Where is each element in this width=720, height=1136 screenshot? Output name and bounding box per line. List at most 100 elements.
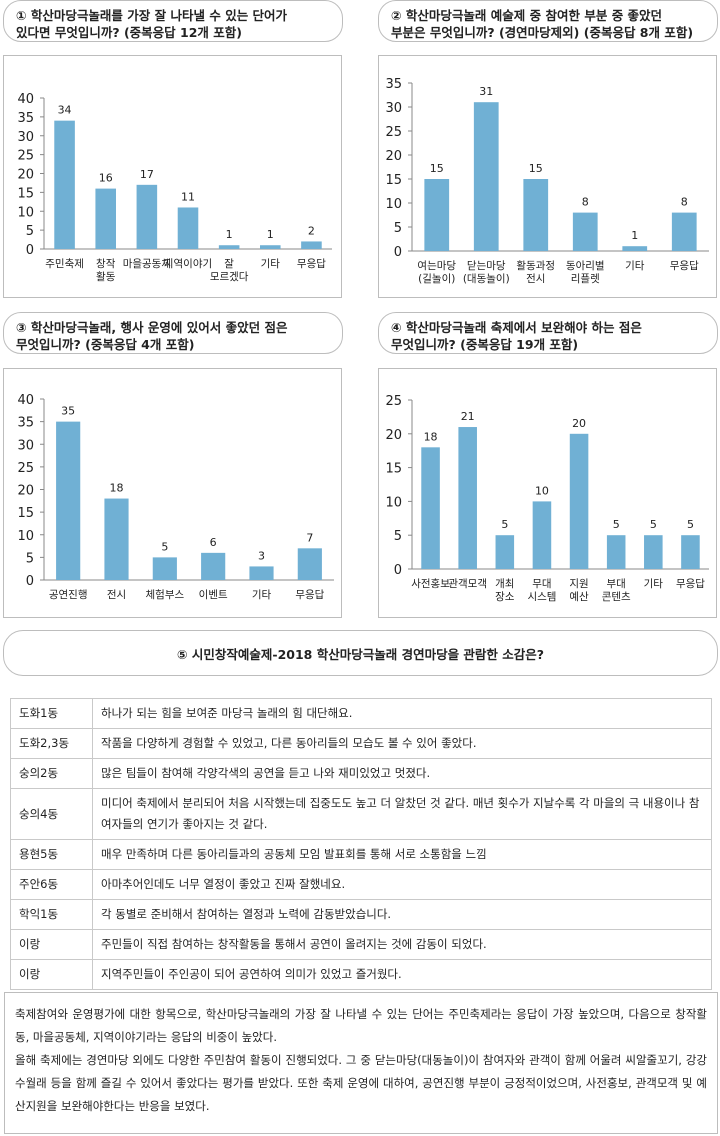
y-tick-label: 15 [17, 186, 34, 201]
bar [424, 179, 450, 251]
bar [681, 535, 700, 569]
table-row: 용현5동 매우 만족하며 다른 동아리들과의 공동체 모임 발표회를 통해 서로 … [10, 839, 712, 870]
y-tick-label: 0 [394, 245, 402, 260]
bar [249, 566, 274, 580]
category-label: 콘텐츠 [602, 591, 631, 603]
y-tick-label: 10 [17, 529, 34, 544]
category-label: 지역이야기 [164, 257, 212, 270]
bar [54, 120, 75, 250]
question-2-box: ② 학산마당극놀래 예술제 중 참여한 부분 중 좋았던 부분은 무엇입니까? … [378, 0, 718, 42]
y-tick-label: 0 [26, 574, 34, 589]
bar [56, 421, 81, 580]
category-label: 부대 [607, 578, 626, 590]
data-label: 5 [161, 540, 168, 553]
y-tick-label: 5 [26, 551, 34, 566]
y-tick-label: 15 [385, 173, 402, 188]
category-label: 무응답 [295, 589, 324, 601]
bar [136, 184, 158, 249]
response-area: 숭의2동 [10, 758, 93, 789]
bar [606, 535, 626, 569]
y-tick-label: 25 [385, 125, 402, 140]
bar [218, 245, 240, 249]
data-label: 15 [529, 162, 543, 175]
category-label: 무응답 [670, 260, 699, 272]
question-3-line1: ③ 학산마당극놀래, 행사 운영에 있어서 좋았던 점은 [16, 320, 288, 335]
response-area: 이랑 [10, 929, 93, 960]
bar [569, 433, 589, 569]
data-label: 16 [99, 172, 113, 185]
question-4-box: ④ 학산마당극놀래 축제에서 보완해야 하는 점은 무엇입니까? (중복응답 1… [378, 312, 718, 354]
question-3-box: ③ 학산마당극놀래, 행사 운영에 있어서 좋았던 점은 무엇입니까? (중복응… [3, 312, 343, 354]
table-row: 주안6동 아마추어인데도 너무 열정이 좋았고 진짜 잘했네요. [10, 869, 712, 900]
summary-paragraph-1: 축제참여와 운영평가에 대한 항목으로, 학산마당극놀래의 가장 잘 나타낼 수… [15, 1007, 707, 1044]
y-tick-label: 25 [17, 149, 34, 164]
bar [201, 552, 226, 580]
summary-box: 축제참여와 운영평가에 대한 항목으로, 학산마당극놀래의 가장 잘 나타낼 수… [4, 992, 718, 1134]
response-text: 작품을 다양하게 경험할 수 있었고, 다른 동아리들의 모습도 볼 수 있어 … [92, 728, 712, 759]
y-tick-label: 5 [26, 224, 34, 239]
y-tick-label: 20 [17, 168, 34, 183]
bar [523, 179, 549, 251]
y-tick-label: 40 [17, 92, 34, 107]
bar [104, 498, 129, 580]
category-label: 닫는마당 [467, 260, 506, 272]
data-label: 21 [461, 410, 475, 423]
responses-table: 도화1동 하나가 되는 힘을 보여준 마당극 놀래의 힘 대단해요. 도화2,3동 작… [10, 698, 712, 990]
bar [572, 212, 598, 251]
category-label: 무대 [532, 578, 551, 590]
chart-3: 0 5 10 15 20 25 30 35 40 35 공연진행 18 전시 5 체험부스 6 이벤트 3 기타 7 무… [17, 393, 334, 601]
data-label: 1 [226, 228, 233, 241]
bar [421, 447, 440, 569]
data-label: 18 [424, 430, 438, 443]
response-area: 도화1동 [10, 698, 93, 729]
response-text: 하나가 되는 힘을 보여준 마당극 놀래의 힘 대단해요. [92, 698, 712, 729]
chart-1-box: 0 5 10 15 20 25 30 35 40 34 주민축제 16 창작 활동 17 마을공동체 11 지역이… [3, 55, 342, 298]
data-label: 34 [58, 104, 72, 117]
category-label: 창작 [96, 258, 116, 270]
question-1-box: ① 학산마당극놀래를 가장 잘 나타낼 수 있는 단어가 있다면 무엇입니까? … [3, 0, 343, 42]
category-label: 활동 [96, 270, 116, 283]
category-label: (대동놀이) [463, 273, 510, 285]
category-label: 여는마당 [417, 260, 456, 272]
data-label: 15 [430, 162, 444, 175]
chart-4-box: 0 5 10 15 20 25 18 사전홍보 21 관객모객 5 개최 장소 10 무대 시스템 20 지원 예산… [378, 368, 717, 618]
table-row: 학익1동 각 동별로 준비해서 참여하는 열정과 노력에 감동받았습니다. [10, 899, 712, 930]
chart-2: 0 5 10 15 20 25 30 35 15 여는마당(길놀이) 31 닫는마당(대동놀이) 15 활… [385, 77, 709, 285]
category-label: 장소 [495, 591, 515, 603]
y-tick-label: 5 [394, 529, 402, 544]
bar [458, 427, 477, 569]
category-label: 전시 [526, 273, 545, 285]
y-tick-label: 10 [385, 495, 402, 510]
table-row: 도화1동 하나가 되는 힘을 보여준 마당극 놀래의 힘 대단해요. [10, 698, 712, 729]
category-label: 마을공동체 [123, 258, 171, 270]
response-area: 이랑 [10, 959, 93, 990]
question-1-line1: ① 학산마당극놀래를 가장 잘 나타낼 수 있는 단어가 [16, 8, 288, 23]
y-tick-label: 15 [385, 462, 402, 477]
category-label: (길놀이) [418, 272, 455, 285]
question-5-title: ⑤ 시민창작예술제-2018 학산마당극놀래 경연마당을 관람한 소감은? [3, 630, 718, 676]
y-tick-label: 10 [385, 197, 402, 212]
category-label: 체험부스 [146, 589, 185, 601]
data-label: 35 [61, 405, 75, 418]
data-label: 5 [687, 518, 694, 531]
y-tick-label: 20 [385, 428, 402, 443]
bar [622, 246, 648, 251]
category-label: 기타 [261, 258, 281, 270]
data-label: 5 [501, 518, 508, 531]
category-label: 리플렛 [571, 273, 600, 285]
response-text: 각 동별로 준비해서 참여하는 열정과 노력에 감동받았습니다. [92, 899, 712, 930]
bar [644, 535, 663, 569]
y-tick-label: 0 [394, 563, 402, 578]
y-tick-label: 30 [385, 101, 402, 116]
question-3-line2: 무엇입니까? (중복응답 4개 포함) [16, 337, 195, 352]
response-text: 미디어 축제에서 분리되어 처음 시작했는데 집중도도 높고 더 알찼던 것 같… [92, 788, 712, 840]
chart-3-box: 0 5 10 15 20 25 30 35 40 35 공연진행 18 전시 5 체험부스 6 이벤트 3 기타 7 무… [3, 368, 342, 618]
category-label: 활동과정 [516, 259, 555, 272]
category-label: 예산 [569, 590, 589, 603]
y-tick-label: 15 [17, 506, 34, 521]
y-tick-label: 35 [385, 77, 402, 92]
data-label: 1 [631, 229, 638, 242]
data-label: 5 [613, 518, 620, 531]
category-label: 잘 [224, 258, 234, 270]
